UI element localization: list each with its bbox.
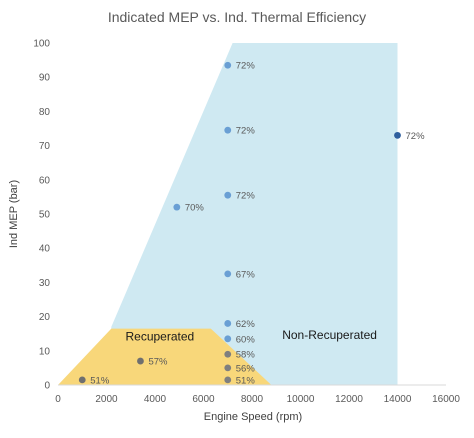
data-label: 70% bbox=[185, 203, 205, 214]
chart-title: Indicated MEP vs. Ind. Thermal Efficienc… bbox=[108, 9, 366, 25]
x-tick-label: 12000 bbox=[335, 394, 363, 405]
data-label: 72% bbox=[236, 191, 256, 202]
data-point bbox=[137, 357, 144, 365]
data-point bbox=[224, 191, 232, 199]
region-non-recuperated bbox=[108, 43, 398, 385]
y-tick-label: 40 bbox=[39, 244, 51, 255]
y-tick-label: 20 bbox=[39, 312, 51, 323]
data-point bbox=[173, 203, 181, 211]
x-tick-label: 6000 bbox=[192, 394, 215, 405]
data-label: 62% bbox=[236, 319, 256, 330]
x-tick-label: 2000 bbox=[95, 394, 118, 405]
axes: 0 2000 4000 6000 8000 10000 12000 14000 16000 0 10… bbox=[33, 39, 460, 406]
data-label: 51% bbox=[90, 375, 110, 386]
y-tick-label: 50 bbox=[39, 210, 51, 221]
x-axis-title: Engine Speed (rpm) bbox=[204, 411, 302, 423]
data-points: 51%57%70%72%72%72%67%62%60%58%56%51%72% bbox=[78, 61, 426, 386]
data-point bbox=[224, 270, 232, 278]
y-tick-label: 0 bbox=[44, 381, 50, 392]
data-label: 72% bbox=[236, 61, 256, 72]
data-label: 58% bbox=[236, 350, 256, 361]
data-label: 72% bbox=[406, 131, 426, 142]
y-tick-label: 60 bbox=[39, 175, 51, 186]
region-labels: Non-Recuperated Recuperated bbox=[125, 328, 376, 344]
region-label-non-recuperated: Non-Recuperated bbox=[282, 328, 377, 342]
data-point bbox=[394, 131, 401, 139]
x-tick-label: 14000 bbox=[384, 394, 412, 405]
x-tick-label: 4000 bbox=[144, 394, 167, 405]
y-tick-label: 100 bbox=[33, 39, 50, 50]
data-label: 51% bbox=[236, 375, 256, 386]
region-label-recuperated: Recuperated bbox=[125, 330, 194, 344]
y-tick-label: 90 bbox=[39, 73, 51, 84]
data-label: 72% bbox=[236, 126, 256, 137]
data-label: 60% bbox=[236, 334, 256, 345]
y-tick-label: 30 bbox=[39, 278, 51, 289]
x-tick-label: 10000 bbox=[287, 394, 315, 405]
x-tick-label: 0 bbox=[55, 394, 61, 405]
regions bbox=[58, 43, 398, 385]
region-recuperated bbox=[58, 328, 272, 385]
data-point bbox=[224, 320, 232, 327]
y-tick-label: 70 bbox=[39, 141, 51, 152]
data-point bbox=[224, 350, 232, 358]
y-tick-label: 80 bbox=[39, 107, 51, 118]
data-label: 56% bbox=[236, 363, 256, 374]
x-tick-label: 8000 bbox=[241, 394, 264, 405]
data-point bbox=[224, 126, 232, 134]
data-point bbox=[224, 376, 232, 384]
y-axis-title: Ind MEP (bar) bbox=[8, 180, 20, 248]
data-point bbox=[224, 61, 232, 69]
data-point bbox=[78, 376, 86, 384]
y-tick-label: 10 bbox=[39, 346, 51, 357]
data-point bbox=[224, 335, 232, 343]
data-label: 57% bbox=[148, 357, 168, 368]
x-tick-label: 16000 bbox=[432, 394, 460, 405]
data-label: 67% bbox=[236, 269, 256, 280]
data-point bbox=[224, 364, 232, 372]
